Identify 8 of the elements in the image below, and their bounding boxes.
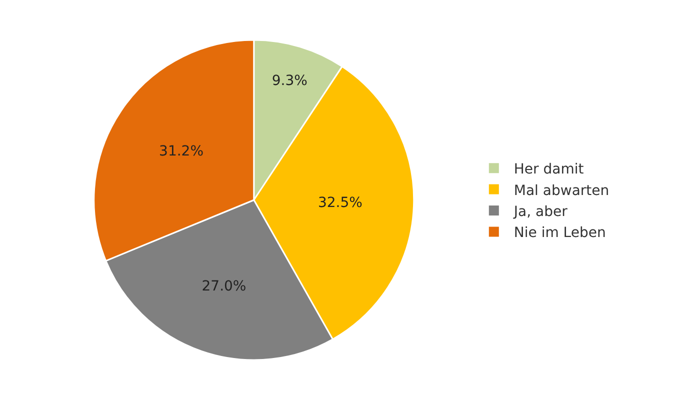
legend-label: Ja, aber (512, 204, 568, 220)
legend-label: Mal abwarten (514, 182, 610, 199)
legend-label: Nie im Leben (514, 225, 606, 242)
data-label: 31.2% (159, 143, 204, 160)
data-label: 27.0% (202, 278, 246, 294)
data-label: 9.3% (272, 73, 308, 90)
data-label: 32.5% (318, 194, 362, 211)
legend-label: Her damit (514, 162, 584, 178)
